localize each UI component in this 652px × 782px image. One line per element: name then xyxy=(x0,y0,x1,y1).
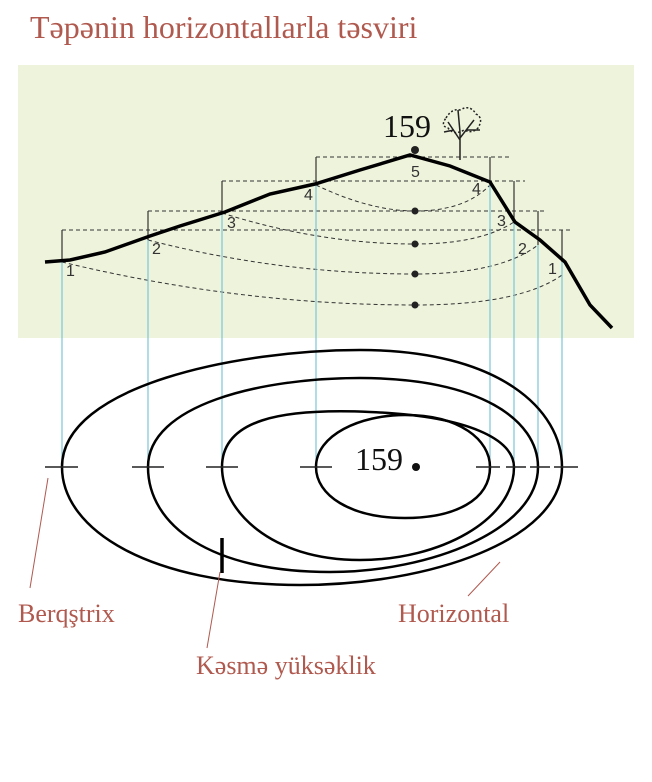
level-label: 5 xyxy=(411,164,420,181)
projection-lines xyxy=(61,185,563,467)
level-label: 1 xyxy=(548,261,557,278)
profile-panel xyxy=(18,65,634,338)
level-label: 1 xyxy=(66,263,75,280)
tree-icon xyxy=(442,107,482,160)
level-labels: 1 2 3 4 5 4 3 2 1 xyxy=(66,164,557,280)
level-label: 2 xyxy=(152,241,161,258)
level-label: 3 xyxy=(227,215,236,232)
peak-label: 159 xyxy=(383,108,431,144)
leaders xyxy=(29,477,501,649)
level-label: 3 xyxy=(497,213,506,230)
profile-line xyxy=(44,153,614,330)
dots xyxy=(411,146,419,309)
label-horizontal: Horizontal xyxy=(398,599,509,628)
level-label: 4 xyxy=(472,181,481,198)
plan-peak-label: 159 xyxy=(355,441,403,477)
plan-peak xyxy=(412,463,420,471)
level-label: 4 xyxy=(304,187,313,204)
level-label: 2 xyxy=(518,241,527,258)
title: Təpənin horizontallarla təsviri xyxy=(30,9,418,45)
label-kesme: Kəsmə yüksəklik xyxy=(196,651,376,680)
label-berqstrix: Berqştrix xyxy=(18,599,115,628)
